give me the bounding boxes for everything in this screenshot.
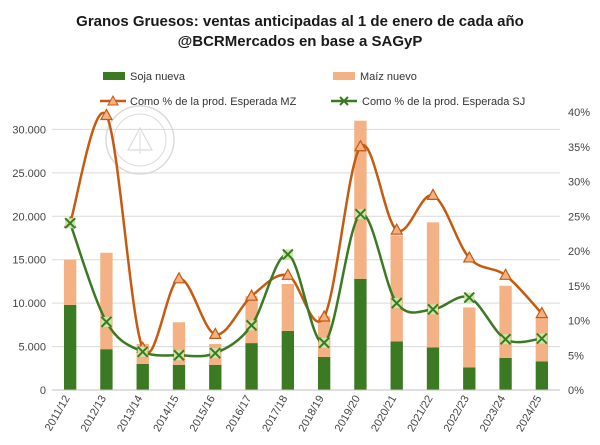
bar-soja-nueva xyxy=(172,364,186,390)
point-sj xyxy=(499,333,512,345)
bar-maiz-nuevo xyxy=(281,284,295,331)
bar-maiz-nuevo xyxy=(63,259,77,305)
x-tick-label: 2018/19 xyxy=(296,394,326,434)
legend-swatch-soja xyxy=(103,72,125,80)
chart-subtitle: @BCRMercados en base a SAGyP xyxy=(178,33,423,50)
bar-maiz-nuevo xyxy=(354,120,367,279)
x-tick-label: 2017/18 xyxy=(260,394,290,434)
bar-soja-nueva xyxy=(390,341,403,390)
point-sj xyxy=(427,303,439,316)
bar-maiz-nuevo xyxy=(390,235,403,342)
point-mz xyxy=(499,268,513,280)
point-mz xyxy=(462,250,476,263)
point-sj xyxy=(209,347,221,359)
x-tick-label: 2020/21 xyxy=(369,394,399,434)
y-right-tick-label: 10% xyxy=(568,316,590,328)
point-sj xyxy=(536,332,548,345)
point-mz xyxy=(99,108,113,121)
x-tick-label: 2013/14 xyxy=(115,394,145,434)
bar-maiz-nuevo xyxy=(463,307,476,368)
y-left-tick-label: 0 xyxy=(40,385,46,397)
point-mz xyxy=(172,271,186,284)
point-sj xyxy=(354,208,367,220)
bar-maiz-nuevo xyxy=(426,222,440,348)
y-right-tick-label: 15% xyxy=(568,281,590,293)
bar-soja-nueva xyxy=(245,343,258,390)
y-left-tick-label: 5.000 xyxy=(18,342,46,354)
bar-soja-nueva xyxy=(535,361,549,390)
legend-marker-sj xyxy=(339,96,349,106)
bar-maiz-nuevo xyxy=(100,252,113,350)
x-tick-label: 2015/16 xyxy=(188,394,218,434)
y-right-tick-label: 5% xyxy=(568,350,584,362)
x-tick-label: 2011/12 xyxy=(43,394,73,434)
legend-label-soja: Soja nueva xyxy=(130,71,186,83)
y-left-tick-label: 10.000 xyxy=(12,298,46,310)
y-right-tick-label: 40% xyxy=(568,107,590,119)
y-right-tick-label: 35% xyxy=(568,142,590,154)
bar-soja-nueva xyxy=(63,304,77,390)
legend: Soja nueva Maíz nuevo Como % de la prod.… xyxy=(100,71,525,108)
line-prod-esperada-mz xyxy=(68,111,543,355)
y-right-tick-label: 25% xyxy=(568,211,590,223)
point-sj xyxy=(282,248,294,261)
legend-label-maiz: Maíz nuevo xyxy=(360,71,417,83)
point-mz xyxy=(535,306,549,319)
y-right-tick-label: 30% xyxy=(568,177,590,189)
y-left-tick-label: 30.000 xyxy=(12,124,46,136)
y-left-tick-label: 15.000 xyxy=(12,255,46,267)
legend-swatch-maiz xyxy=(333,72,355,80)
x-tick-label: 2023/24 xyxy=(478,393,508,433)
bar-maiz-nuevo xyxy=(245,296,258,344)
x-tick-label: 2021/22 xyxy=(405,394,435,434)
point-mz xyxy=(390,222,404,235)
y-left-tick-label: 25.000 xyxy=(12,168,46,180)
bar-soja-nueva xyxy=(499,357,512,390)
bar-soja-nueva xyxy=(136,363,149,390)
x-tick-label: 2019/20 xyxy=(333,394,363,434)
point-mz xyxy=(426,188,440,200)
point-sj xyxy=(173,349,185,361)
x-tick-label: 2012/13 xyxy=(79,394,109,434)
bar-soja-nueva xyxy=(354,278,367,390)
point-mz xyxy=(245,288,259,301)
legend-label-sj: Como % de la prod. Esperada SJ xyxy=(362,96,525,108)
bar-maiz-nuevo xyxy=(499,285,512,358)
chart-title: Granos Gruesos: ventas anticipadas al 1 … xyxy=(76,13,524,30)
bars-layer xyxy=(63,120,549,390)
point-sj xyxy=(100,316,113,328)
x-tick-label: 2024/25 xyxy=(514,394,544,434)
y-left-tick-label: 20.000 xyxy=(12,211,46,223)
bar-soja-nueva xyxy=(281,330,295,390)
x-tick-label: 2016/17 xyxy=(224,394,254,434)
point-mz xyxy=(317,309,331,322)
point-sj xyxy=(245,319,258,332)
legend-marker-mz xyxy=(107,94,119,106)
point-mz xyxy=(281,268,295,280)
bar-soja-nueva xyxy=(426,347,440,390)
bar-soja-nueva xyxy=(209,364,222,390)
point-mz xyxy=(353,139,367,152)
x-tick-label: 2014/15 xyxy=(151,394,181,434)
x-tick-label: 2022/23 xyxy=(442,394,472,434)
point-sj xyxy=(64,217,76,229)
legend-label-mz: Como % de la prod. Esperada MZ xyxy=(130,96,297,108)
y-right-tick-label: 0% xyxy=(568,385,584,397)
bar-soja-nueva xyxy=(100,349,113,390)
point-sj xyxy=(318,337,330,349)
bcr-seal-watermark xyxy=(105,105,175,175)
point-sj xyxy=(391,297,403,309)
point-mz xyxy=(208,327,222,339)
bar-soja-nueva xyxy=(317,356,331,390)
y-right-tick-label: 20% xyxy=(568,246,590,258)
lines-layer xyxy=(63,108,549,361)
point-sj xyxy=(463,291,475,304)
point-sj xyxy=(137,346,149,358)
bar-soja-nueva xyxy=(463,367,476,390)
